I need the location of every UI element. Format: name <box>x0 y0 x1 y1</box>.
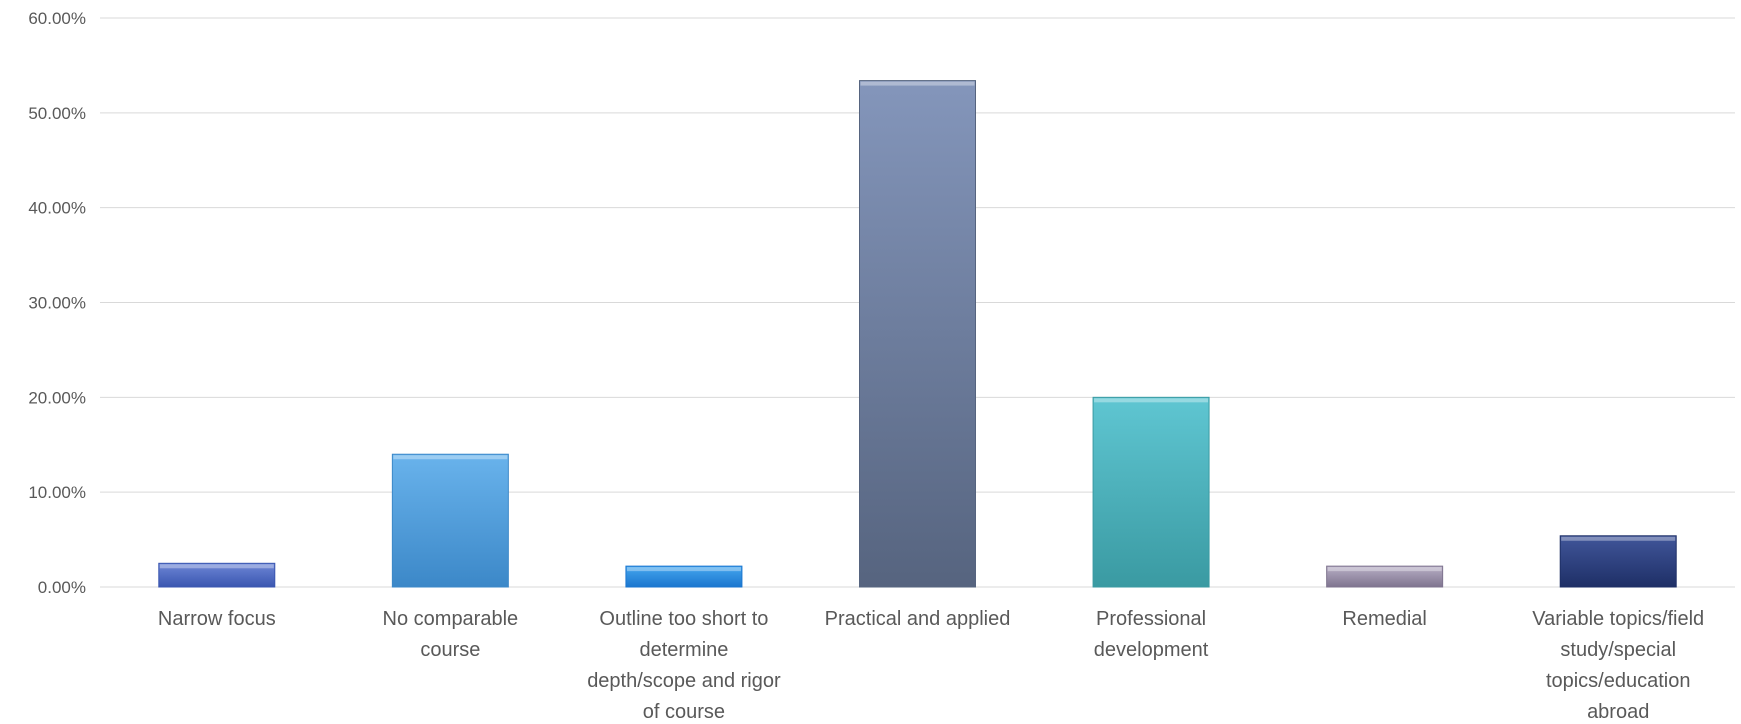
y-tick-label: 50.00% <box>28 104 86 123</box>
x-category-label-line: of course <box>643 701 725 723</box>
x-category-label: No comparable course <box>383 608 519 661</box>
bar-1 <box>158 562 276 588</box>
x-category-label-line: study/special <box>1560 639 1676 661</box>
bar-highlight <box>159 564 274 569</box>
bar-rect <box>1092 396 1210 588</box>
x-category-label-line: course <box>420 639 480 661</box>
bar-rect <box>859 80 976 588</box>
x-category-label: Outline too short to determine depth/scope… <box>587 608 781 723</box>
y-tick-label: 30.00% <box>28 294 86 313</box>
x-category-label-line: Remedial <box>1342 608 1426 630</box>
bar-rect <box>1326 565 1444 588</box>
y-tick-label: 20.00% <box>28 388 86 407</box>
y-tick-label: 60.00% <box>28 9 86 28</box>
bar-highlight <box>1094 398 1209 403</box>
x-category-label-line: Variable topics/field <box>1532 608 1704 630</box>
x-category-label-line: depth/scope and rigor <box>587 670 781 692</box>
x-category-label-line: Professional <box>1096 608 1206 630</box>
x-category-label-line: determine <box>639 639 728 661</box>
bar-highlight <box>1327 567 1442 572</box>
x-category-label-line: Practical and applied <box>825 608 1011 630</box>
x-category-label: Variable topics/field study/special topics… <box>1532 608 1704 723</box>
bar-rect <box>158 562 276 588</box>
bar-rect <box>391 453 509 588</box>
bar-rect <box>625 565 743 588</box>
bar-highlight <box>626 567 741 572</box>
x-category-label: Practical and applied <box>825 608 1011 630</box>
bar-6 <box>1326 565 1444 588</box>
x-category-label-line: Outline too short to <box>599 608 768 630</box>
x-category-label-line: abroad <box>1587 701 1649 723</box>
x-category-label-line: topics/education <box>1546 670 1691 692</box>
bar-highlight <box>393 455 508 460</box>
x-category-label: Professional development <box>1094 608 1209 661</box>
bar-3 <box>625 565 743 588</box>
bar-7 <box>1559 535 1677 588</box>
x-category-label-line: development <box>1094 639 1209 661</box>
bars <box>158 80 1677 588</box>
x-category-label-line: Narrow focus <box>158 608 276 630</box>
x-axis-category-labels: Narrow focus No comparable course Outline t… <box>158 608 1704 723</box>
bar-highlight <box>860 81 975 86</box>
y-tick-label: 0.00% <box>38 578 86 597</box>
x-category-label: Remedial <box>1342 608 1426 630</box>
y-tick-label: 40.00% <box>28 199 86 218</box>
bar-highlight <box>1561 536 1676 541</box>
bar-5 <box>1092 396 1210 588</box>
y-tick-label: 10.00% <box>28 483 86 502</box>
y-axis-tick-labels: 0.00% 10.00% 20.00% 30.00% 40.00% 50.00% 60.00… <box>28 9 86 597</box>
x-category-label-line: No comparable <box>383 608 519 630</box>
bar-rect <box>1559 535 1677 588</box>
x-category-label: Narrow focus <box>158 608 276 630</box>
bar-2 <box>391 453 509 588</box>
bar-4 <box>859 80 976 588</box>
